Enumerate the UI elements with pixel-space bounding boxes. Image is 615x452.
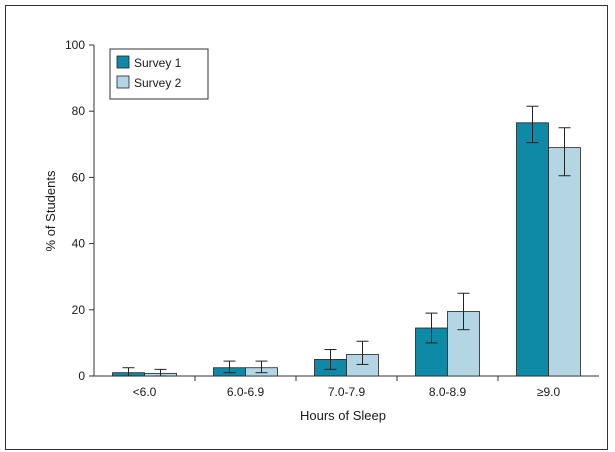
legend-swatch bbox=[116, 75, 130, 89]
y-tick-label: 60 bbox=[72, 170, 86, 184]
bars bbox=[112, 122, 581, 377]
x-tick-label: 7.0-7.9 bbox=[328, 385, 366, 399]
error-bars bbox=[122, 105, 571, 377]
y-axis-title: % of Students bbox=[43, 170, 58, 251]
x-tick-label: 8.0-8.9 bbox=[429, 385, 467, 399]
x-axis-title: Hours of Sleep bbox=[300, 408, 386, 423]
y-tick-label: 100 bbox=[65, 38, 85, 52]
legend-label: Survey 2 bbox=[134, 76, 182, 90]
axes: 0 20 40 60 80 100 <6.0 6.0-6.9 7.0-7.9 8.0-8.9 ≥9.… bbox=[65, 38, 599, 399]
bar-survey-1 bbox=[516, 122, 549, 377]
x-tick-label: ≥9.0 bbox=[537, 385, 561, 399]
y-tick-label: 40 bbox=[72, 237, 86, 251]
x-tick-label: <6.0 bbox=[133, 385, 157, 399]
legend: Survey 1 Survey 2 bbox=[109, 48, 209, 100]
legend-label: Survey 1 bbox=[134, 56, 182, 70]
y-tick-label: 80 bbox=[72, 104, 86, 118]
y-tick-label: 20 bbox=[72, 303, 86, 317]
legend-swatch bbox=[116, 55, 130, 69]
x-tick-label: 6.0-6.9 bbox=[227, 385, 265, 399]
bar-survey-2 bbox=[548, 147, 581, 377]
y-tick-label: 0 bbox=[78, 369, 85, 383]
